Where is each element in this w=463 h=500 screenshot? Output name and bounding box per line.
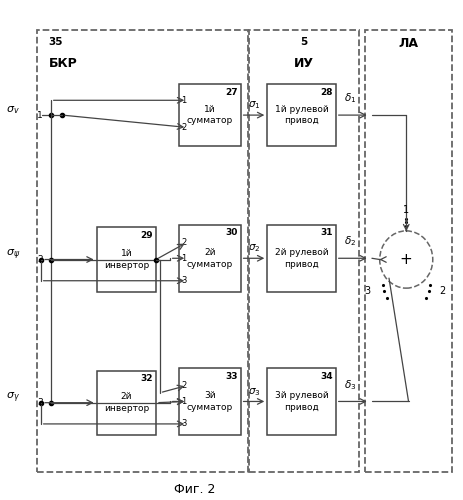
- Text: 30: 30: [225, 228, 238, 237]
- Text: 2й
сумматор: 2й сумматор: [187, 248, 233, 268]
- Text: 3: 3: [364, 286, 370, 296]
- Text: 28: 28: [320, 88, 332, 96]
- Circle shape: [380, 231, 433, 288]
- Bar: [267, 368, 336, 435]
- Text: 1: 1: [181, 397, 187, 406]
- Text: 5: 5: [300, 38, 307, 48]
- Text: 31: 31: [320, 228, 332, 237]
- Text: 2: 2: [181, 238, 187, 246]
- Text: 2й рулевой
привод: 2й рулевой привод: [275, 248, 328, 268]
- Text: $\sigma_1$: $\sigma_1$: [248, 100, 260, 111]
- Bar: [37, 30, 248, 472]
- Bar: [179, 84, 241, 146]
- Text: 3й
сумматор: 3й сумматор: [187, 391, 233, 412]
- Bar: [267, 225, 336, 292]
- Text: 1: 1: [37, 110, 43, 120]
- Text: 2й
инвертор: 2й инвертор: [104, 392, 149, 413]
- Text: 1: 1: [181, 96, 187, 105]
- Text: 3й рулевой
привод: 3й рулевой привод: [275, 391, 328, 412]
- Text: $\sigma_3$: $\sigma_3$: [248, 386, 260, 398]
- Text: $\sigma_v$: $\sigma_v$: [6, 104, 20, 116]
- Text: 1: 1: [181, 254, 187, 263]
- Text: $\delta_1$: $\delta_1$: [344, 92, 357, 105]
- Text: 2: 2: [37, 255, 43, 264]
- Text: 27: 27: [225, 88, 238, 96]
- Text: 1й
инвертор: 1й инвертор: [104, 249, 149, 270]
- Text: 32: 32: [140, 374, 153, 383]
- Text: 3: 3: [37, 398, 43, 407]
- Text: 2: 2: [181, 123, 187, 132]
- Text: $\sigma_\gamma$: $\sigma_\gamma$: [6, 390, 20, 405]
- Text: 3: 3: [181, 276, 187, 285]
- Bar: [179, 225, 241, 292]
- Text: БКР: БКР: [49, 57, 77, 70]
- Text: ИУ: ИУ: [294, 57, 314, 70]
- Bar: [179, 368, 241, 435]
- Bar: [97, 228, 156, 292]
- Text: 1: 1: [403, 205, 409, 215]
- Text: 1й
сумматор: 1й сумматор: [187, 104, 233, 126]
- Text: 2: 2: [181, 381, 187, 390]
- Bar: [267, 84, 336, 146]
- Text: ЛА: ЛА: [399, 38, 419, 51]
- Text: 2: 2: [440, 286, 446, 296]
- Text: 34: 34: [320, 372, 332, 380]
- Text: 29: 29: [140, 231, 153, 240]
- Text: 1й рулевой
привод: 1й рулевой привод: [275, 104, 328, 126]
- Text: $\delta_2$: $\delta_2$: [344, 234, 356, 248]
- Text: 33: 33: [225, 372, 238, 380]
- Text: 3: 3: [181, 420, 187, 428]
- Text: +: +: [400, 252, 413, 267]
- Text: $\sigma_\psi$: $\sigma_\psi$: [6, 248, 21, 262]
- Bar: [97, 370, 156, 435]
- Bar: [365, 30, 452, 472]
- Bar: [249, 30, 359, 472]
- Text: $\sigma_2$: $\sigma_2$: [248, 242, 260, 254]
- Text: Фиг. 2: Фиг. 2: [174, 482, 216, 496]
- Text: 35: 35: [49, 38, 63, 48]
- Text: $\delta_3$: $\delta_3$: [344, 378, 357, 392]
